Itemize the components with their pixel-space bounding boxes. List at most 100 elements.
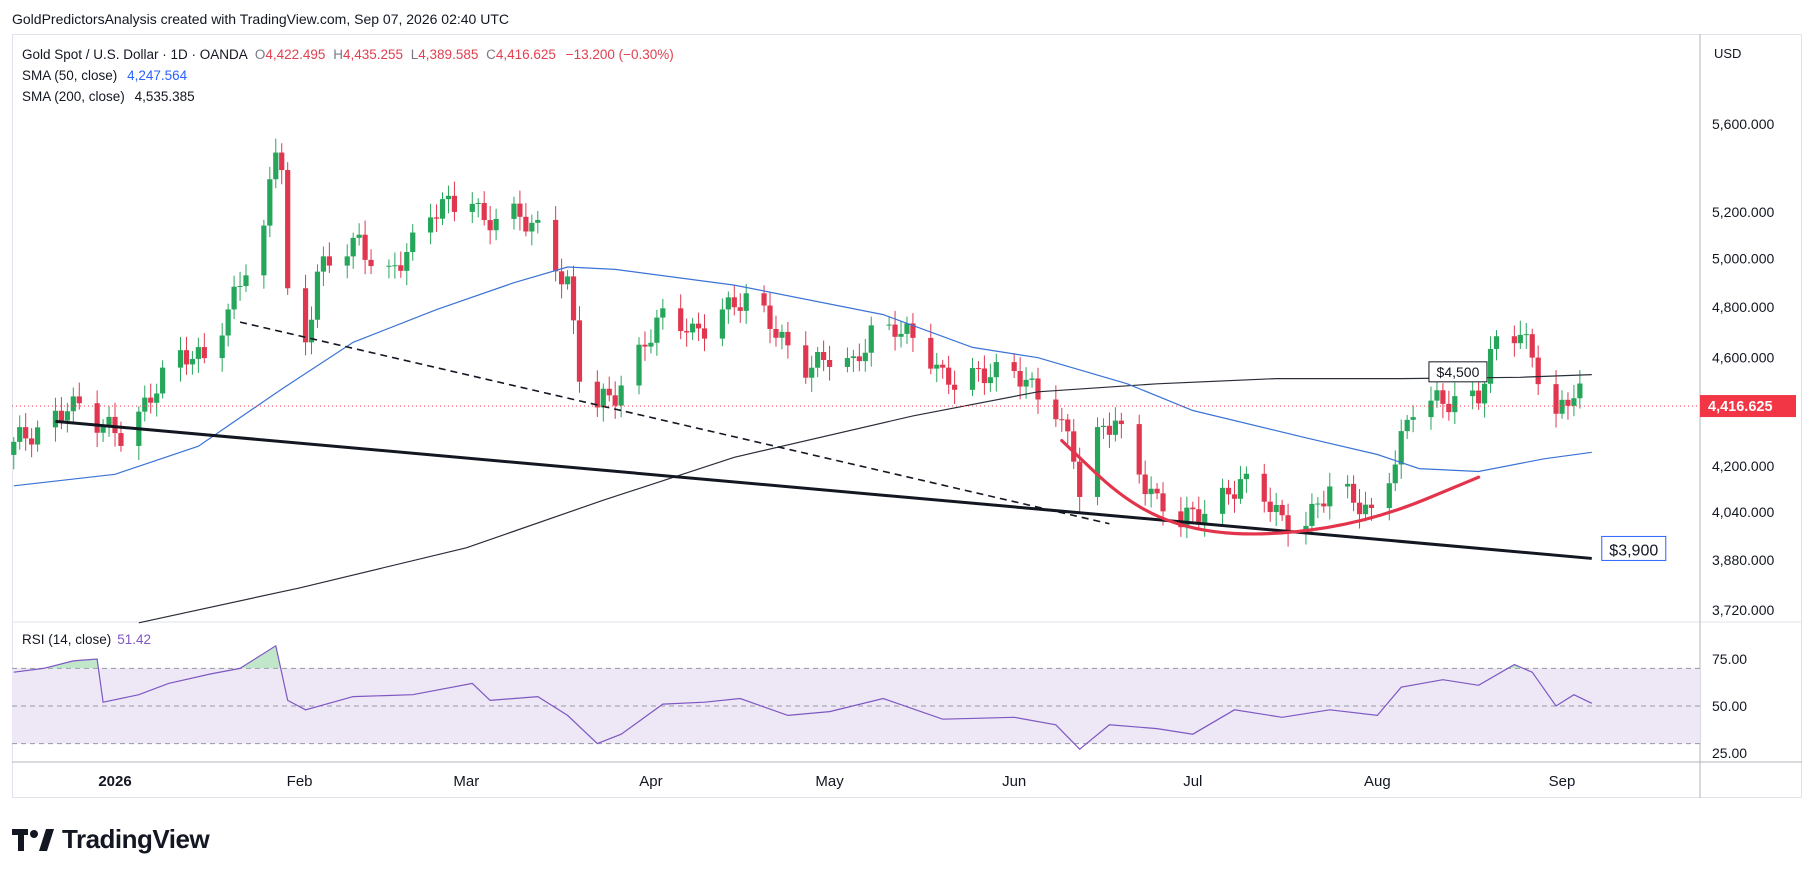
candle-up[interactable] — [350, 237, 356, 257]
sma200-label[interactable]: SMA (200, close) — [22, 89, 125, 104]
candle-up[interactable] — [1345, 483, 1351, 487]
candle-up[interactable] — [719, 309, 725, 339]
candle-down[interactable] — [517, 203, 523, 217]
candle-down[interactable] — [362, 234, 368, 260]
symbol-title[interactable]: Gold Spot / U.S. Dollar · 1D · OANDA — [22, 47, 248, 62]
candle-up[interactable] — [1398, 431, 1404, 465]
candle-down[interactable] — [701, 328, 708, 339]
candle-up[interactable] — [862, 352, 868, 362]
candle-up[interactable] — [1362, 504, 1369, 515]
candle-down[interactable] — [1511, 336, 1517, 344]
candle-up[interactable] — [106, 416, 112, 426]
candle-up[interactable] — [1571, 398, 1577, 406]
candle-down[interactable] — [1154, 488, 1160, 494]
candle-down[interactable] — [785, 331, 791, 346]
candle-up[interactable] — [308, 319, 315, 343]
candle-down[interactable] — [975, 368, 982, 370]
candle-up[interactable] — [904, 323, 910, 334]
price-annotation-box[interactable] — [1601, 535, 1667, 561]
candle-up[interactable] — [844, 358, 851, 367]
candle-up[interactable] — [1452, 396, 1458, 413]
candle-down[interactable] — [326, 256, 332, 266]
candle-down[interactable] — [29, 438, 35, 445]
candle-up[interactable] — [243, 275, 249, 287]
candle-down[interactable] — [773, 328, 779, 338]
rsi-line[interactable] — [13, 644, 1593, 751]
candle-up[interactable] — [564, 276, 571, 285]
candle-up[interactable] — [1523, 334, 1529, 336]
candle-up[interactable] — [356, 234, 362, 238]
candle-up[interactable] — [850, 356, 856, 359]
candle-down[interactable] — [148, 397, 154, 403]
candle-down[interactable] — [826, 359, 833, 367]
candle-down[interactable] — [612, 395, 618, 406]
candle-up[interactable] — [160, 367, 166, 394]
candle-down[interactable] — [481, 202, 487, 221]
candle-up[interactable] — [1493, 336, 1500, 349]
candle-up[interactable] — [969, 368, 976, 390]
candle-up[interactable] — [1112, 420, 1118, 435]
candle-down[interactable] — [487, 220, 493, 231]
candle-up[interactable] — [1410, 417, 1416, 420]
candle-down[interactable] — [606, 388, 612, 396]
candle-down[interactable] — [1321, 503, 1327, 507]
candle-up[interactable] — [404, 252, 410, 271]
candle-up[interactable] — [189, 358, 196, 365]
candle-up[interactable] — [1315, 503, 1321, 505]
candle-down[interactable] — [1190, 507, 1196, 510]
candle-up[interactable] — [386, 265, 392, 267]
candle-up[interactable] — [636, 344, 642, 386]
candle-down[interactable] — [821, 352, 827, 360]
candle-up[interactable] — [1392, 464, 1398, 484]
candle-down[interactable] — [1196, 509, 1202, 523]
candle-up[interactable] — [410, 232, 416, 253]
candle-down[interactable] — [1476, 390, 1482, 404]
candle-down[interactable] — [1565, 399, 1571, 406]
last-price-badge[interactable] — [1700, 395, 1796, 418]
candle-down[interactable] — [1368, 504, 1375, 509]
candle-down[interactable] — [928, 337, 934, 369]
candle-down[interactable] — [398, 265, 404, 271]
candle-up[interactable] — [1184, 507, 1190, 528]
candle-up[interactable] — [1237, 479, 1244, 499]
candle-down[interactable] — [1035, 378, 1041, 400]
candle-up[interactable] — [1487, 348, 1494, 384]
candle-down[interactable] — [1136, 424, 1142, 475]
rsi-label[interactable]: RSI (14, close) — [22, 632, 112, 647]
candle-down[interactable] — [1225, 487, 1232, 495]
candle-up[interactable] — [267, 179, 273, 226]
candle-down[interactable] — [1065, 419, 1071, 432]
candle-up[interactable] — [868, 325, 874, 353]
candle-up[interactable] — [886, 324, 892, 326]
candle-up[interactable] — [898, 333, 904, 337]
candle-up[interactable] — [1243, 473, 1249, 480]
candle-up[interactable] — [195, 347, 201, 359]
candle-up[interactable] — [1202, 513, 1208, 523]
candle-down[interactable] — [737, 307, 743, 311]
candle-up[interactable] — [34, 427, 41, 445]
price-chart[interactable]: 5,600.000 5,200.000 5,000.000 4,800.000 4,60… — [0, 0, 1814, 800]
tradingview-logo[interactable]: TradingView — [12, 824, 210, 855]
candle-up[interactable] — [11, 441, 17, 455]
candle-down[interactable] — [1267, 501, 1273, 512]
sma200-line[interactable] — [138, 374, 1592, 624]
candle-down[interactable] — [1350, 483, 1357, 503]
candle-up[interactable] — [1148, 488, 1154, 495]
candle-up[interactable] — [1428, 400, 1434, 418]
candle-up[interactable] — [64, 411, 70, 421]
candle-up[interactable] — [1327, 486, 1333, 507]
candle-up[interactable] — [993, 362, 999, 378]
candle-up[interactable] — [17, 427, 23, 442]
candle-up[interactable] — [1094, 427, 1101, 497]
candle-down[interactable] — [767, 305, 773, 329]
candle-up[interactable] — [1559, 399, 1565, 414]
candle-up[interactable] — [100, 425, 106, 433]
candle-up[interactable] — [177, 350, 184, 368]
candle-up[interactable] — [1273, 504, 1279, 512]
candle-down[interactable] — [1011, 362, 1017, 372]
candle-up[interactable] — [660, 308, 666, 318]
candle-up[interactable] — [237, 286, 243, 288]
rounded-bottom-arc[interactable] — [1060, 439, 1481, 536]
candle-down[interactable] — [1071, 431, 1077, 462]
candle-up[interactable] — [618, 385, 624, 406]
